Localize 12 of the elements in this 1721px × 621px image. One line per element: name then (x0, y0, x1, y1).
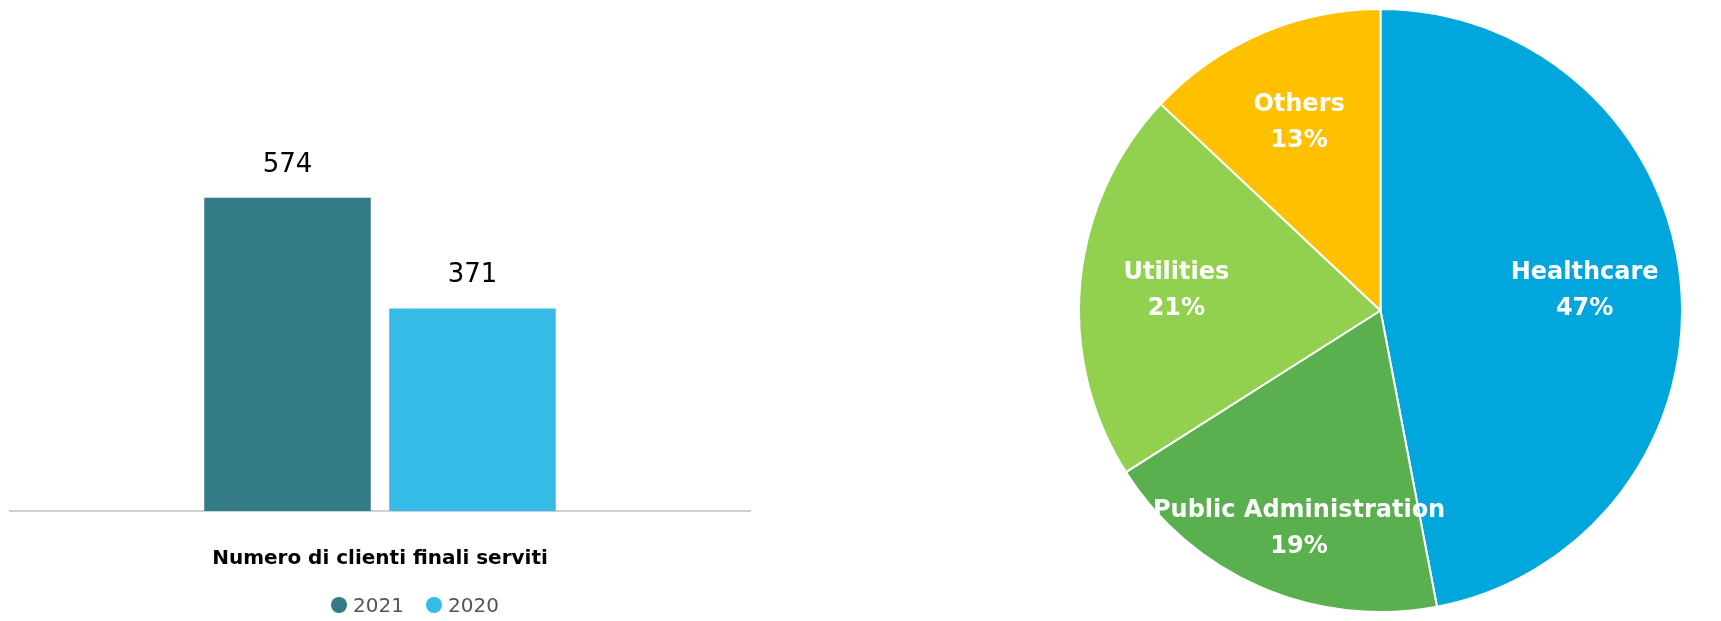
x-axis-title: Numero di clienti finali serviti (212, 545, 548, 570)
slice-label: Utilities (1123, 257, 1230, 286)
slice-label: Healthcare (1510, 257, 1659, 286)
legend-label: 2021 (353, 593, 404, 617)
data-label: 13% (1270, 124, 1328, 153)
data-label: 47% (1555, 293, 1614, 322)
legend-label: 2020 (448, 593, 499, 617)
data-label: 371 (447, 258, 498, 289)
data-label: 21% (1147, 293, 1206, 322)
data-label: 19% (1270, 530, 1328, 559)
data-label: 574 (262, 147, 313, 178)
slice-label: Others (1253, 88, 1345, 117)
